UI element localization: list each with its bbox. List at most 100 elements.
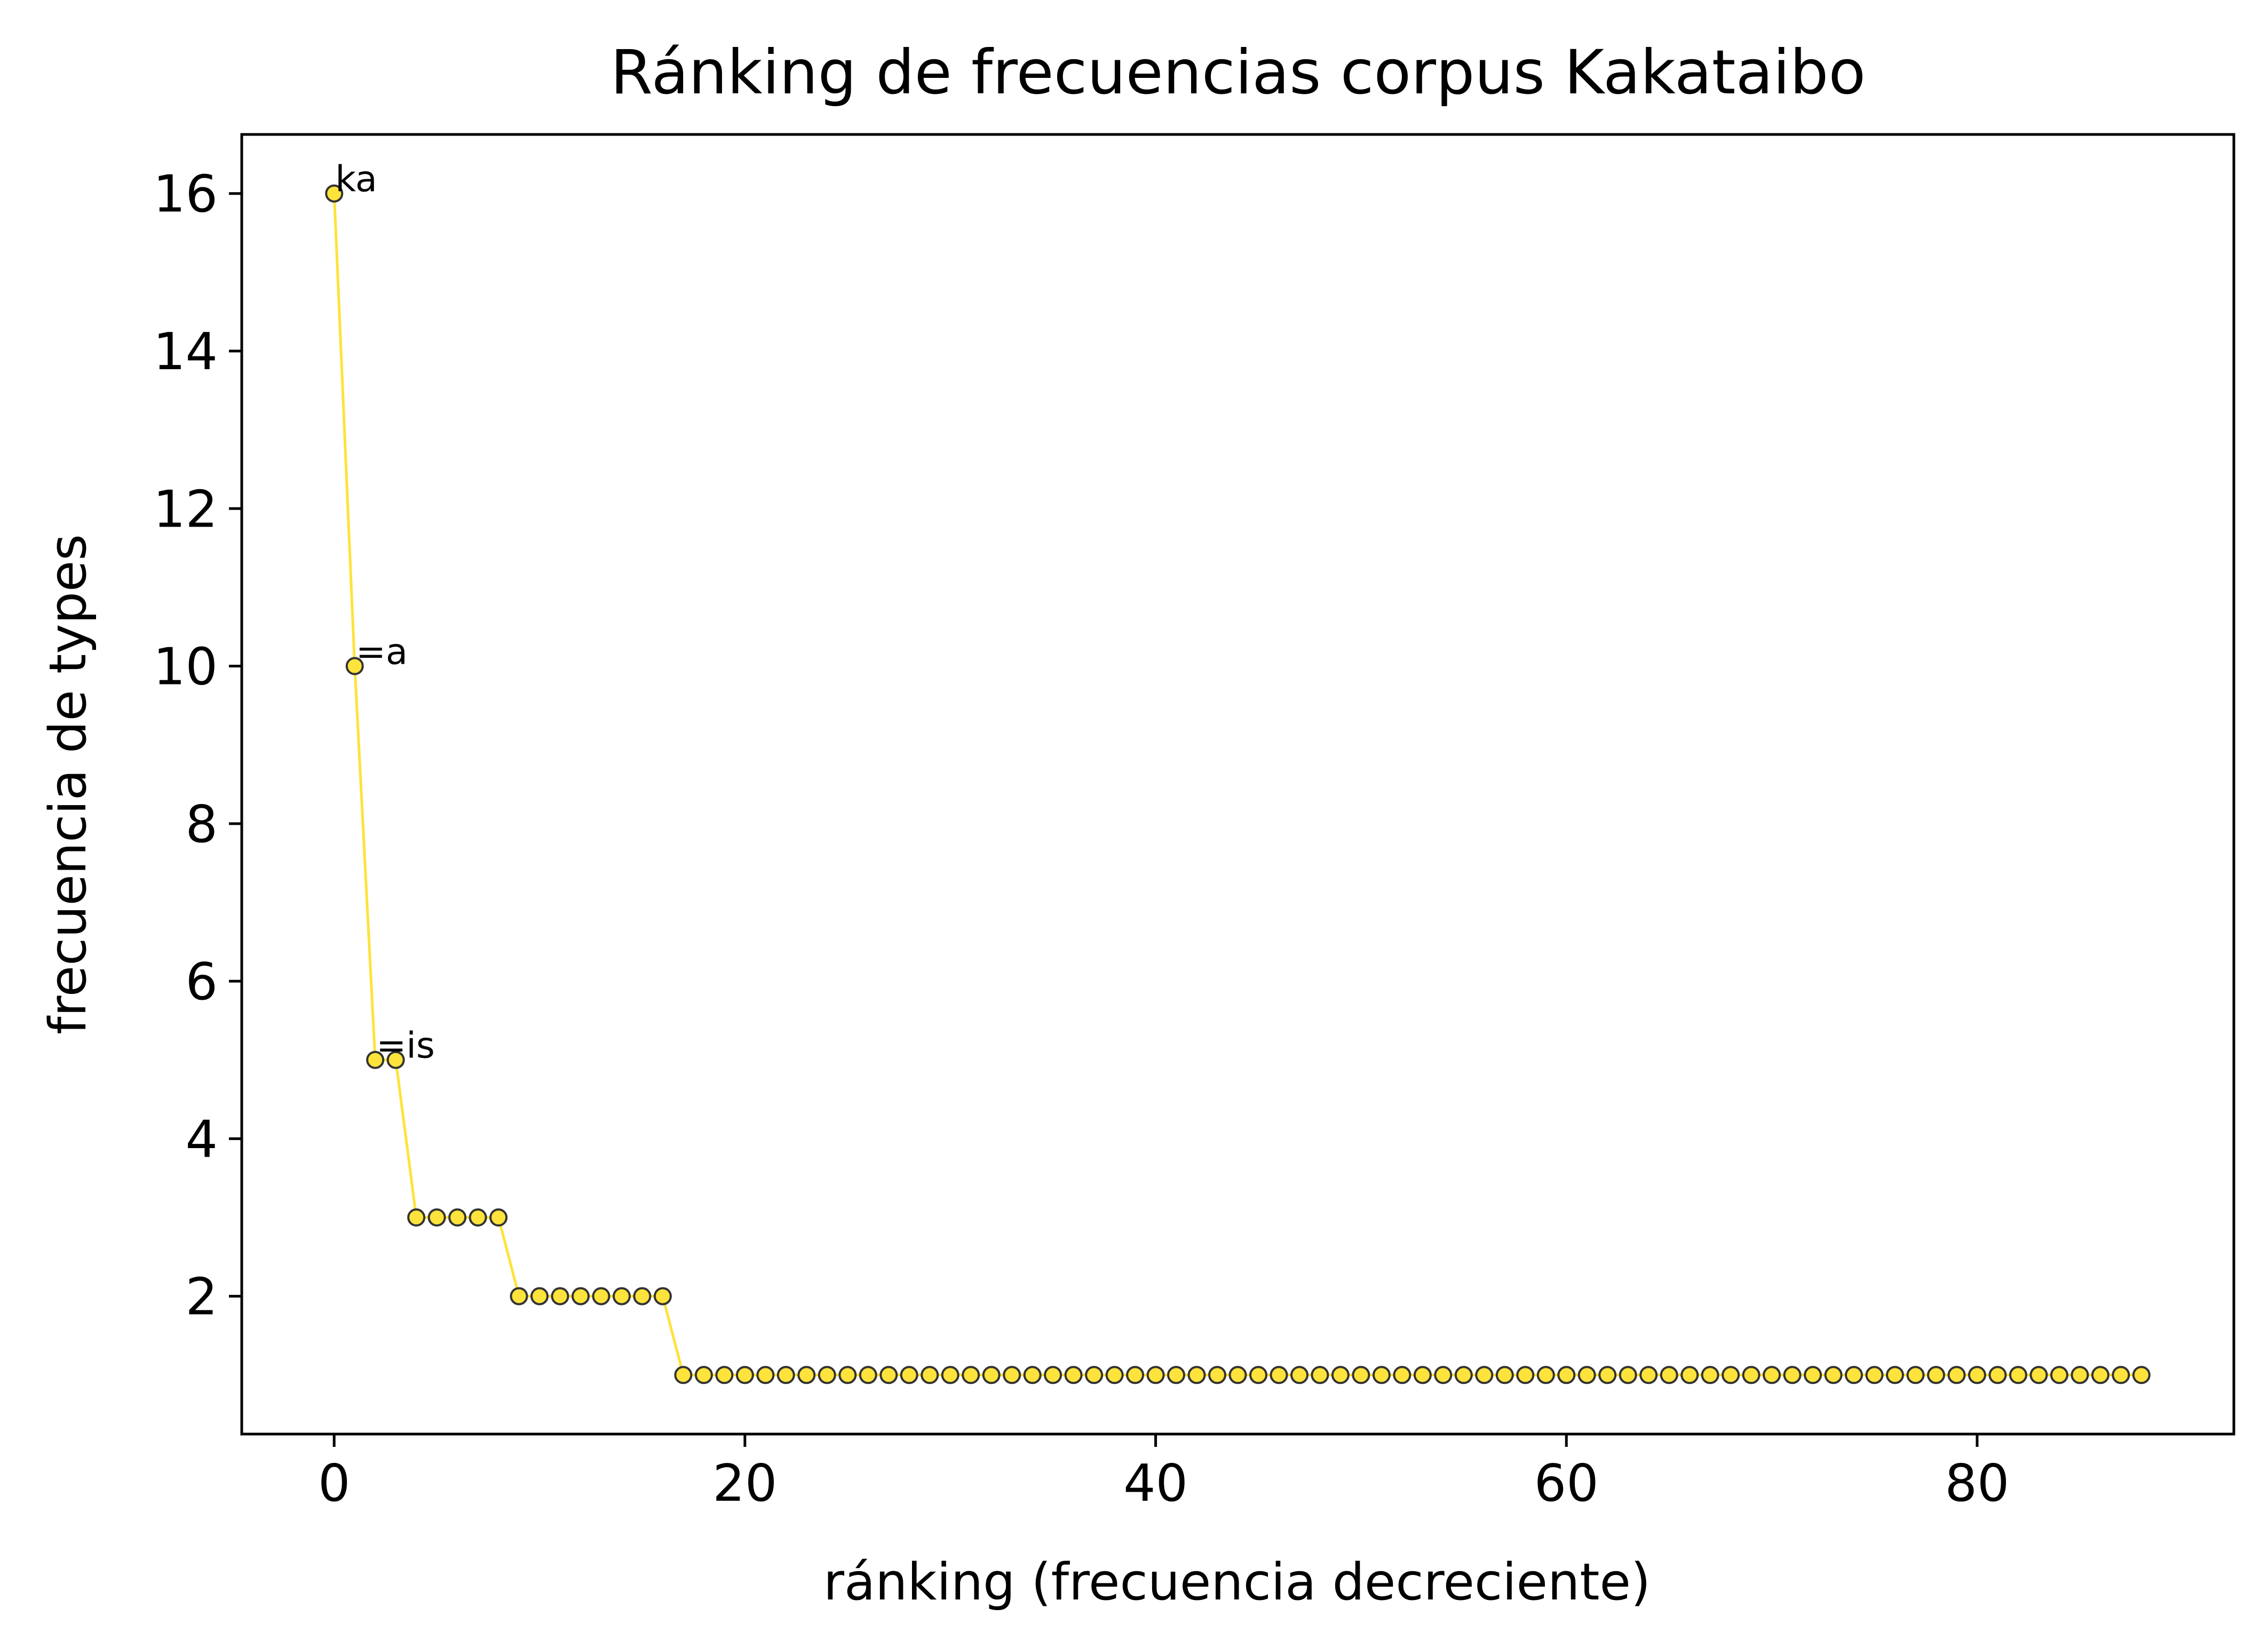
- data-point: [1475, 1366, 1494, 1384]
- data-point: [1577, 1366, 1596, 1384]
- data-point: [1434, 1366, 1453, 1384]
- data-point: [653, 1287, 672, 1305]
- data-point: [1639, 1366, 1658, 1384]
- data-point: [1968, 1366, 1986, 1384]
- data-point: [1372, 1366, 1391, 1384]
- data-point: [921, 1366, 939, 1384]
- data-point: [1393, 1366, 1411, 1384]
- data-point: [613, 1287, 631, 1305]
- data-point: [879, 1366, 898, 1384]
- data-point: [900, 1366, 918, 1384]
- data-point: [1085, 1366, 1104, 1384]
- data-point: [633, 1287, 652, 1305]
- data-point: [1619, 1366, 1637, 1384]
- data-point: [838, 1366, 857, 1384]
- data-point: [674, 1366, 693, 1384]
- y-tick-label: 8: [186, 795, 218, 854]
- data-point: [1228, 1366, 1247, 1384]
- data-point: [776, 1366, 795, 1384]
- x-tick-label: 0: [318, 1454, 350, 1513]
- data-point: [1536, 1366, 1555, 1384]
- data-point: [1331, 1366, 1350, 1384]
- data-point: [1023, 1366, 1042, 1384]
- data-point: [1270, 1366, 1288, 1384]
- data-point: [1167, 1366, 1185, 1384]
- data-point: [982, 1366, 1001, 1384]
- y-tick-label: 4: [186, 1110, 218, 1169]
- data-point: [551, 1287, 569, 1305]
- data-point: [2132, 1366, 2151, 1384]
- data-point: [1413, 1366, 1432, 1384]
- data-point: [448, 1208, 467, 1227]
- data-point: [1516, 1366, 1535, 1384]
- data-point: [407, 1208, 426, 1227]
- data-point: [1146, 1366, 1165, 1384]
- data-point: [962, 1366, 980, 1384]
- data-point: [2009, 1366, 2027, 1384]
- data-point: [1824, 1366, 1843, 1384]
- data-point: [469, 1208, 487, 1227]
- data-point: [1783, 1366, 1802, 1384]
- data-point: [2029, 1366, 2048, 1384]
- data-point: [345, 657, 364, 675]
- y-axis-label: frecuencia de types: [39, 534, 98, 1034]
- data-point: [694, 1366, 713, 1384]
- data-point: [1906, 1366, 1925, 1384]
- data-point: [735, 1366, 754, 1384]
- data-point: [1722, 1366, 1740, 1384]
- data-point: [1352, 1366, 1370, 1384]
- data-point: [1003, 1366, 1021, 1384]
- data-point: [1865, 1366, 1884, 1384]
- data-point: [1064, 1366, 1083, 1384]
- data-point: [1988, 1366, 2007, 1384]
- data-point: [1454, 1366, 1473, 1384]
- data-point: [1927, 1366, 1945, 1384]
- point-annotation: ka: [335, 158, 377, 200]
- x-tick-label: 60: [1534, 1454, 1599, 1513]
- data-point: [1804, 1366, 1822, 1384]
- y-tick-label: 10: [153, 638, 218, 697]
- data-point: [1495, 1366, 1514, 1384]
- data-point: [1845, 1366, 1863, 1384]
- y-tick-label: 6: [186, 953, 218, 1012]
- data-point: [1249, 1366, 1267, 1384]
- data-point: [325, 184, 344, 203]
- axes-frame: [240, 133, 2235, 1436]
- data-point: [941, 1366, 959, 1384]
- x-tick-label: 40: [1123, 1454, 1188, 1513]
- data-point: [1598, 1366, 1617, 1384]
- data-point: [572, 1287, 590, 1305]
- data-point: [1557, 1366, 1576, 1384]
- data-point: [1311, 1366, 1329, 1384]
- data-point: [1208, 1366, 1226, 1384]
- data-point: [2091, 1366, 2110, 1384]
- data-point: [1742, 1366, 1761, 1384]
- data-point: [756, 1366, 775, 1384]
- data-point: [1290, 1366, 1309, 1384]
- data-point: [386, 1050, 405, 1069]
- x-tick-label: 20: [712, 1454, 777, 1513]
- data-point: [1105, 1366, 1124, 1384]
- x-axis-label: ránking (frecuencia decreciente): [823, 1553, 1651, 1612]
- data-point: [489, 1208, 508, 1227]
- data-point: [1947, 1366, 1966, 1384]
- data-point: [366, 1050, 385, 1069]
- data-point: [715, 1366, 734, 1384]
- y-tick-label: 16: [153, 165, 218, 224]
- data-point: [1126, 1366, 1145, 1384]
- chart-title: Ránking de frecuencias corpus Kakataibo: [610, 37, 1866, 108]
- x-axis: 0 20 40 60 80: [318, 1434, 2009, 1513]
- data-point: [2112, 1366, 2130, 1384]
- point-annotation: =is: [376, 1025, 435, 1066]
- data-point: [592, 1287, 610, 1305]
- data-point: [859, 1366, 877, 1384]
- data-point: [797, 1366, 816, 1384]
- data-point: [1044, 1366, 1062, 1384]
- y-tick-label: 12: [153, 480, 218, 539]
- data-point: [1187, 1366, 1206, 1384]
- data-point: [818, 1366, 836, 1384]
- y-tick-label: 14: [153, 323, 218, 381]
- data-point: [1763, 1366, 1781, 1384]
- data-point: [510, 1287, 528, 1305]
